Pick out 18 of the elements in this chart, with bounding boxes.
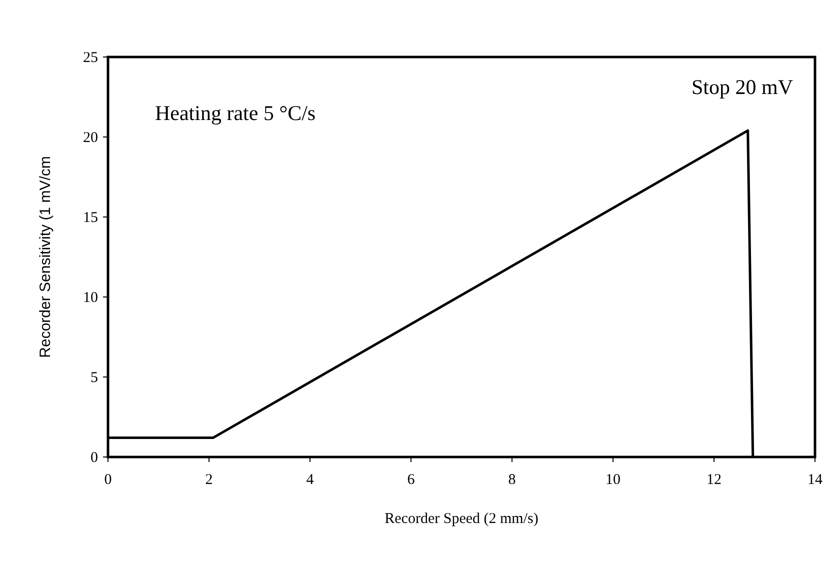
x-tick-label: 0: [104, 472, 112, 488]
y-tick-label: 15: [83, 210, 98, 226]
x-tick-label: 6: [407, 472, 416, 488]
x-tick-label: 4: [306, 472, 314, 488]
x-tick-label: 12: [706, 472, 722, 488]
annotation: Heating rate 5 °C/s: [155, 101, 316, 125]
y-tick-label: 25: [83, 50, 98, 66]
x-tick-label: 14: [808, 472, 823, 488]
y-tick-label: 10: [83, 290, 98, 306]
y-tick-label: 20: [83, 130, 98, 146]
x-axis-title: Recorder Speed (2 mm/s): [384, 511, 538, 527]
annotation: Stop 20 mV: [691, 75, 793, 99]
y-axis-title: Recorder Sensitivity (1 mV/cm: [37, 156, 54, 358]
y-tick-label: 5: [90, 370, 98, 386]
x-tick-label: 10: [606, 472, 620, 488]
x-tick-label: 2: [205, 472, 213, 488]
y-tick-label: 0: [90, 450, 98, 466]
x-tick-label: 8: [508, 472, 516, 488]
